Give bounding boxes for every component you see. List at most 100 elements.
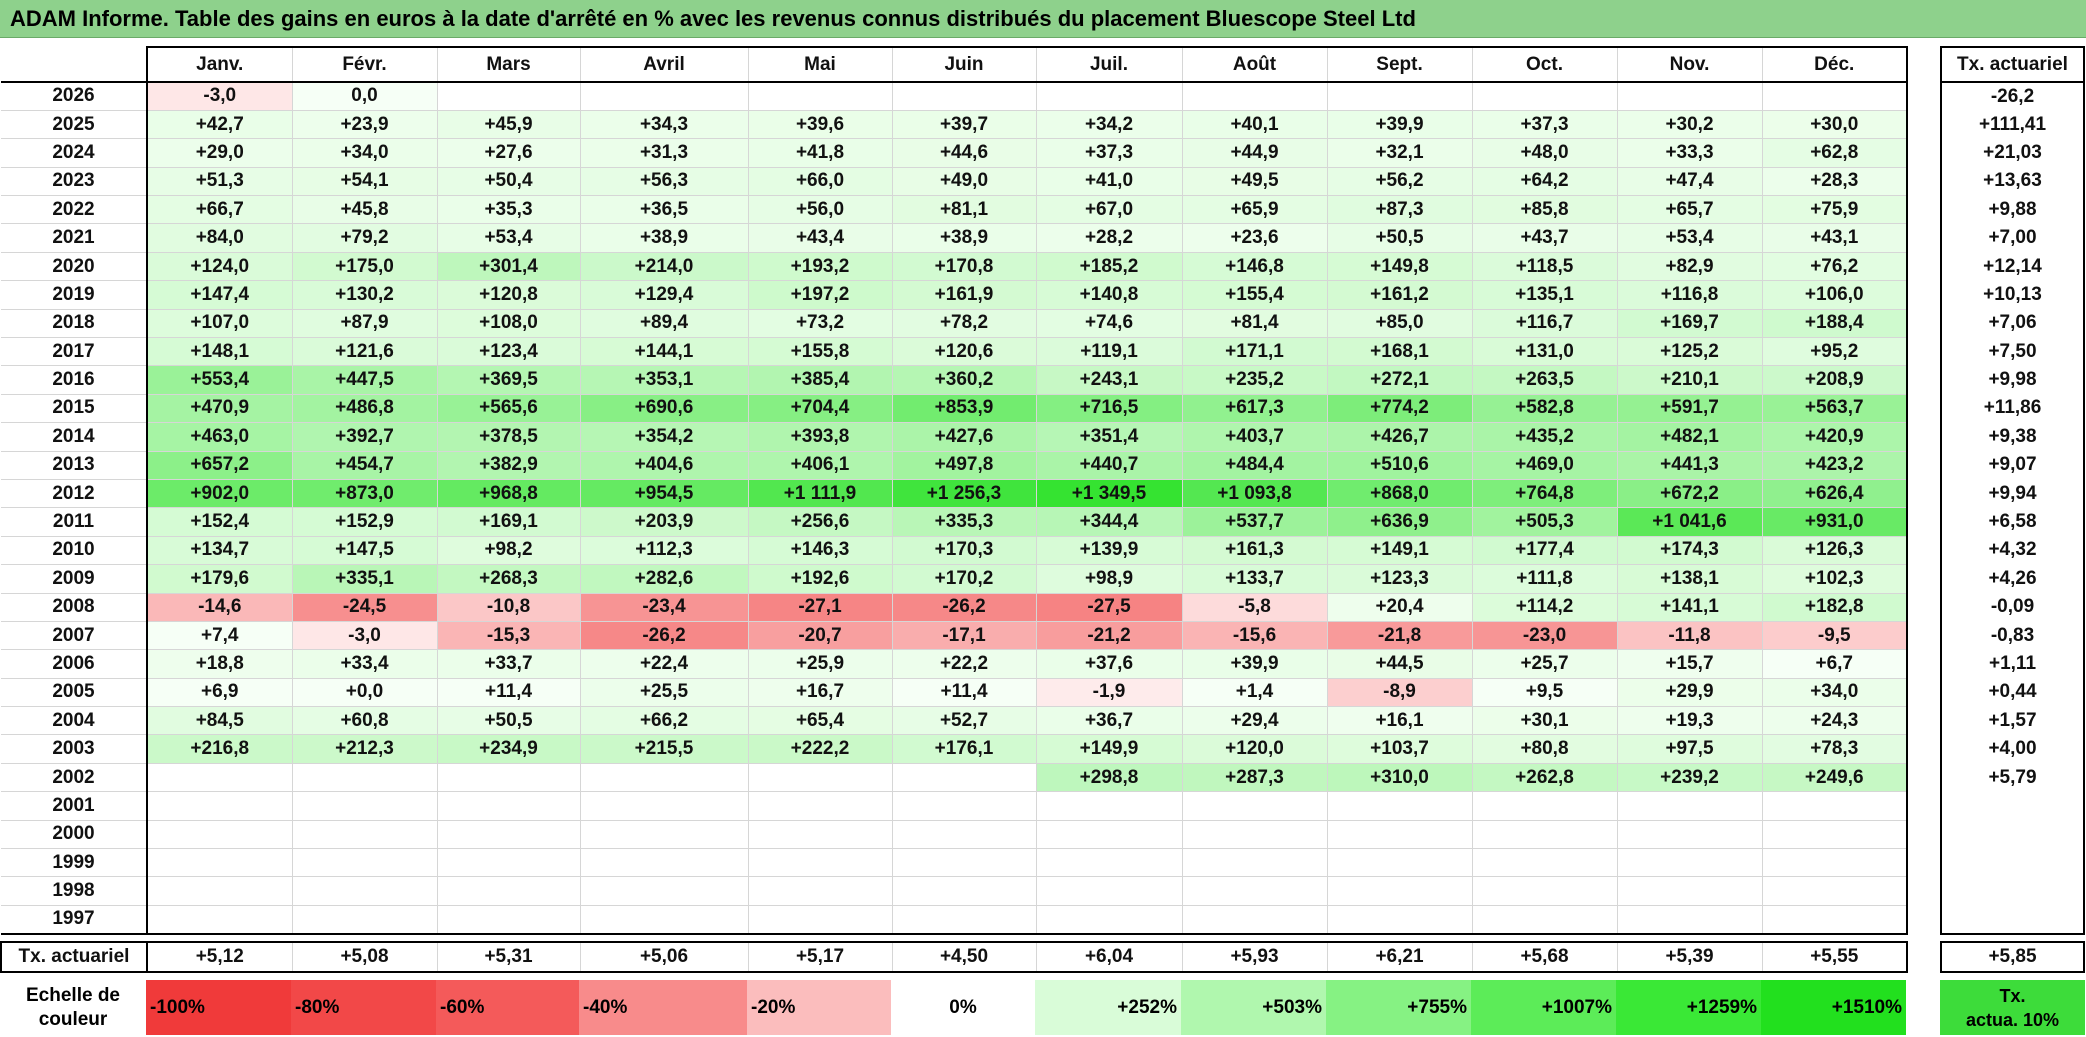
rate-cell xyxy=(1940,905,2085,935)
rate-cell: +1,57 xyxy=(1940,706,2085,735)
gain-cell: +537,7 xyxy=(1181,507,1328,537)
gain-cell xyxy=(1761,876,1908,906)
gain-cell: +427,6 xyxy=(891,422,1037,452)
gain-cell xyxy=(747,819,893,850)
gain-cell: +148,1 xyxy=(146,337,293,367)
gain-cell: +344,4 xyxy=(1035,507,1183,537)
year-label: 2019 xyxy=(1,280,148,310)
gain-cell: +49,0 xyxy=(891,166,1037,197)
gain-cell: +121,6 xyxy=(291,337,438,367)
table-row: 2000 xyxy=(1,819,1908,850)
gain-cell: +65,4 xyxy=(747,706,893,736)
year-label: 2005 xyxy=(1,677,148,708)
gain-cell: +118,5 xyxy=(1471,251,1618,282)
year-label: 2014 xyxy=(1,422,148,452)
gain-cell: +301,4 xyxy=(436,251,581,282)
month-header-janv: Janv. xyxy=(146,46,293,83)
gain-cell: +210,1 xyxy=(1616,365,1763,395)
year-label: 2026 xyxy=(1,81,148,111)
gain-cell: +149,8 xyxy=(1326,251,1473,282)
gain-cell xyxy=(146,904,293,935)
gain-cell: +36,5 xyxy=(579,195,749,225)
year-label: 2004 xyxy=(1,706,148,736)
gain-cell: +50,5 xyxy=(1326,223,1473,253)
gain-cell: -3,0 xyxy=(291,620,438,651)
gain-cell: +47,4 xyxy=(1616,166,1763,197)
gain-cell: +868,0 xyxy=(1326,478,1473,509)
gain-cell: +272,1 xyxy=(1326,365,1473,395)
gain-cell: +31,3 xyxy=(579,138,749,168)
gain-cell xyxy=(146,876,293,906)
gain-cell xyxy=(1326,848,1473,878)
gain-cell: +131,0 xyxy=(1471,337,1618,367)
gain-cell: -15,6 xyxy=(1181,620,1328,651)
gain-cell: +169,7 xyxy=(1616,308,1763,339)
gain-cell: +24,3 xyxy=(1761,706,1908,736)
gain-cell: +34,3 xyxy=(579,109,749,140)
monthly-rate-cell: +5,68 xyxy=(1471,940,1618,973)
gain-cell: +120,6 xyxy=(891,337,1037,367)
gain-cell: -3,0 xyxy=(146,81,293,111)
gain-cell: -9,5 xyxy=(1761,620,1908,651)
gain-cell xyxy=(1326,819,1473,850)
gain-cell: +354,2 xyxy=(579,422,749,452)
gain-cell: +29,0 xyxy=(146,138,293,168)
gain-cell: +25,7 xyxy=(1471,649,1618,679)
gain-cell: +85,8 xyxy=(1471,195,1618,225)
gain-cell: +30,0 xyxy=(1761,109,1908,140)
gain-cell: +37,6 xyxy=(1035,649,1183,679)
rate-cell: +9,98 xyxy=(1940,365,2085,395)
gain-cell: +171,1 xyxy=(1181,337,1328,367)
gain-cell xyxy=(146,762,293,793)
month-header-nov: Nov. xyxy=(1616,46,1763,83)
gain-cell xyxy=(1471,848,1618,878)
gain-cell: +672,2 xyxy=(1616,478,1763,509)
gain-cell: +298,8 xyxy=(1035,762,1183,793)
gain-cell: +66,0 xyxy=(747,166,893,197)
gain-cell: -5,8 xyxy=(1181,592,1328,622)
gain-cell: +98,9 xyxy=(1035,564,1183,594)
gain-cell: +39,9 xyxy=(1181,649,1328,679)
gain-cell: +126,3 xyxy=(1761,535,1908,566)
rate-cell: +4,26 xyxy=(1940,564,2085,594)
gain-cell: +440,7 xyxy=(1035,450,1183,480)
gain-cell: +369,5 xyxy=(436,365,581,395)
gain-cell: +50,5 xyxy=(436,706,581,736)
month-header-avril: Avril xyxy=(579,46,749,83)
year-label: 2021 xyxy=(1,223,148,253)
year-label: 1998 xyxy=(1,876,148,906)
monthly-rate-cell: +6,21 xyxy=(1326,940,1473,973)
monthly-rate-cell: +5,93 xyxy=(1181,940,1328,973)
monthly-rate-cell: +5,55 xyxy=(1761,940,1908,973)
gain-cell: +64,2 xyxy=(1471,166,1618,197)
gain-cell: -11,8 xyxy=(1616,620,1763,651)
table-row: 2024 +29,0 +34,0 +27,6 +31,3 +41,8 +44,6 +37,3 +… xyxy=(1,138,1908,168)
monthly-rate-cell: +4,50 xyxy=(891,940,1037,973)
gain-cell: +135,1 xyxy=(1471,280,1618,310)
gain-cell xyxy=(1616,876,1763,906)
gain-cell: -23,0 xyxy=(1471,620,1618,651)
gain-cell: +33,4 xyxy=(291,649,438,679)
gain-cell: +60,8 xyxy=(291,706,438,736)
year-label: 2016 xyxy=(1,365,148,395)
gain-cell: +52,7 xyxy=(891,706,1037,736)
gain-cell: +510,6 xyxy=(1326,450,1473,480)
gain-cell: +140,8 xyxy=(1035,280,1183,310)
rate-cell: +5,79 xyxy=(1940,763,2085,792)
gain-cell xyxy=(436,819,581,850)
rate-cell: +9,88 xyxy=(1940,195,2085,224)
gain-cell: -27,5 xyxy=(1035,592,1183,622)
gain-cell: +505,3 xyxy=(1471,507,1618,537)
gain-cell: +382,9 xyxy=(436,450,581,480)
rate-cell: +111,41 xyxy=(1940,110,2085,139)
gain-cell xyxy=(1181,791,1328,821)
gain-cell: +214,0 xyxy=(579,251,749,282)
gain-cell: +30,1 xyxy=(1471,706,1618,736)
table-row: 2011 +152,4 +152,9 +169,1 +203,9 +256,6 +335,3… xyxy=(1,507,1908,537)
gain-cell: +0,0 xyxy=(291,677,438,708)
gain-cell: +111,8 xyxy=(1471,564,1618,594)
gain-cell: +657,2 xyxy=(146,450,293,480)
gain-cell xyxy=(1326,791,1473,821)
year-label: 1999 xyxy=(1,848,148,878)
gain-cell: +67,0 xyxy=(1035,195,1183,225)
